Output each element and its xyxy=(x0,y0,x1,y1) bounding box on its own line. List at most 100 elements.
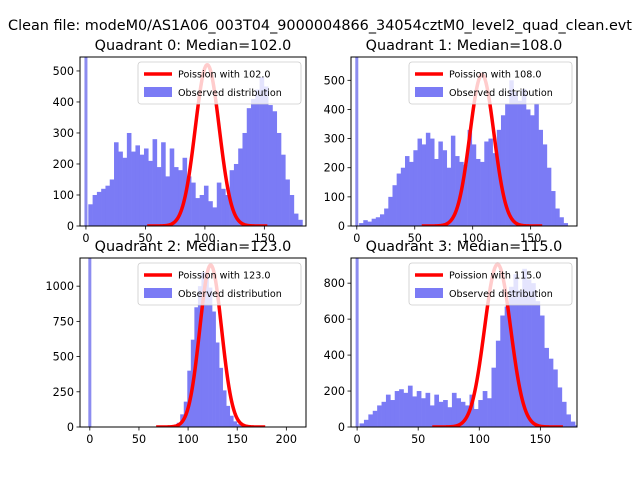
histogram-bar xyxy=(195,198,200,226)
histogram-bar xyxy=(544,347,549,427)
histogram-bar xyxy=(139,154,145,226)
histogram-bar xyxy=(555,208,560,226)
histogram-bar xyxy=(219,367,223,427)
histogram-bar xyxy=(412,396,418,427)
x-tick-label: 50 xyxy=(138,232,152,245)
axes-frame xyxy=(79,56,307,227)
histogram-bar xyxy=(538,129,543,226)
histogram-bar xyxy=(409,161,414,226)
histogram-bar xyxy=(156,167,162,226)
y-tick-label: 0 xyxy=(67,421,74,434)
histogram-bar xyxy=(488,138,493,226)
histogram-bar xyxy=(443,400,448,427)
histogram-bar xyxy=(469,394,475,427)
x-tick-label: 150 xyxy=(254,232,275,245)
histogram-bar xyxy=(114,142,119,226)
histogram-bar xyxy=(517,290,523,427)
histogram-bar xyxy=(421,144,427,226)
histogram-bar xyxy=(505,103,510,226)
histogram-bar xyxy=(394,391,400,427)
histogram-bar xyxy=(199,194,205,226)
x-tick-label: 100 xyxy=(177,433,198,446)
legend-observed-swatch xyxy=(415,288,443,298)
subplot-title: Quadrant 2: Median=123.0 xyxy=(95,239,292,255)
histogram-bar xyxy=(289,194,295,226)
legend-box xyxy=(137,262,302,306)
y-tick-label: 600 xyxy=(324,313,345,326)
y-tick-label: 200 xyxy=(53,158,74,171)
histogram-bar xyxy=(375,217,381,226)
histogram-bar xyxy=(500,315,505,427)
histogram-bar xyxy=(381,401,387,427)
histogram-bar xyxy=(203,185,209,226)
y-tick-label: 300 xyxy=(324,133,345,146)
histogram-bar xyxy=(471,144,477,226)
histogram-bar xyxy=(126,132,132,226)
histogram-bar xyxy=(216,182,222,226)
histogram-bar xyxy=(105,185,111,226)
histogram-bar xyxy=(135,145,141,226)
histogram-bar xyxy=(473,409,479,427)
figure-suptitle: Clean file: modeM0/AS1A06_003T04_9000004… xyxy=(8,18,632,34)
histogram-bar xyxy=(225,194,230,226)
histogram-bar xyxy=(460,401,466,427)
zero-bin-bar xyxy=(88,258,92,427)
histogram-bar xyxy=(575,425,577,427)
histogram-bar xyxy=(212,207,218,226)
y-tick-label: 400 xyxy=(53,96,74,109)
legend: Poission with 115.0 Observed distribution xyxy=(408,262,573,306)
subplot-title: Quadrant 0: Median=102.0 xyxy=(95,38,292,54)
histogram-bar xyxy=(559,217,564,226)
histogram-bar xyxy=(509,80,514,226)
histogram-bar xyxy=(399,389,404,427)
histogram-bar xyxy=(563,223,569,226)
histogram-bar xyxy=(557,387,563,427)
histogram-bar xyxy=(491,367,497,427)
histogram-bar xyxy=(101,188,106,226)
legend-observed-label: Observed distribution xyxy=(178,289,282,300)
histogram-bar xyxy=(405,156,410,226)
histogram-bar xyxy=(222,390,227,427)
histogram-bar xyxy=(407,385,413,427)
x-tick-label: 0 xyxy=(86,433,93,446)
histogram-bar xyxy=(526,109,531,226)
histogram-bar xyxy=(204,274,209,427)
y-tick-label: 100 xyxy=(53,189,74,202)
histogram-bar xyxy=(298,219,303,226)
axes-frame xyxy=(350,257,578,428)
histogram-bar xyxy=(530,115,535,226)
histogram-bar xyxy=(109,179,115,226)
histogram-bar xyxy=(521,89,527,226)
x-tick-label: 100 xyxy=(194,232,215,245)
histogram-bar xyxy=(229,415,234,427)
histogram-bar xyxy=(276,132,282,226)
y-tick-label: 750 xyxy=(53,315,74,328)
x-tick-label: 100 xyxy=(462,232,483,245)
histogram-bar xyxy=(531,283,536,427)
histogram-bar xyxy=(197,286,202,427)
histogram-bar xyxy=(535,301,541,427)
histogram-bar xyxy=(359,223,364,226)
legend-poisson-label: Poission with 108.0 xyxy=(449,70,542,81)
histogram-bar xyxy=(118,151,123,226)
histogram-bar xyxy=(251,98,256,226)
histogram-bar xyxy=(566,414,571,427)
histogram-bar xyxy=(390,400,396,427)
histogram-bar xyxy=(372,410,378,427)
histogram-bar xyxy=(429,405,435,427)
histogram-bar xyxy=(478,400,483,427)
histogram-bar xyxy=(553,369,558,427)
histogram-bar xyxy=(208,201,213,226)
histogram-bar xyxy=(548,358,554,427)
zero-bin-bar xyxy=(355,57,359,226)
histogram-bar xyxy=(285,179,290,226)
histogram-bar xyxy=(212,311,216,427)
histogram-bar xyxy=(482,391,488,427)
histogram-bar xyxy=(396,173,402,226)
histogram-bar xyxy=(377,405,382,427)
y-tick-label: 200 xyxy=(324,162,345,175)
histogram-bar xyxy=(451,392,457,427)
histogram-bar xyxy=(379,214,385,226)
histogram-bar xyxy=(430,138,435,226)
